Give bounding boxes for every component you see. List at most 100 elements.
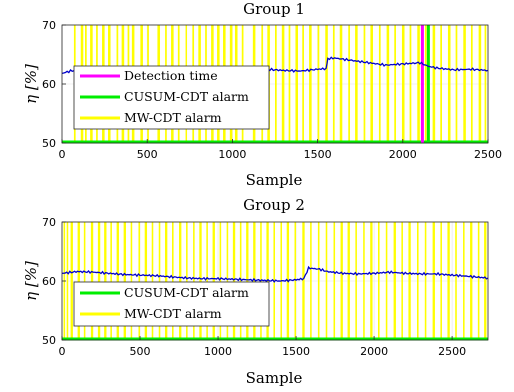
chart-group-2: Group 2 0 500 1000 1500 2000 2500 50 60 70 Samp… (22, 196, 489, 387)
chart-2-y-ticks: 50 60 70 (42, 216, 66, 347)
chart-2-mw-alarm-bars (63, 222, 487, 340)
chart-2-mw-alarm-bar (455, 222, 457, 340)
chart-1-mw-alarm-bar (288, 25, 291, 143)
chart-2-mw-alarm-bar (310, 222, 312, 340)
chart-1-mw-alarm-bar (275, 25, 277, 143)
chart-2-mw-alarm-bar (440, 222, 442, 340)
chart-1-mw-alarm-bar (295, 25, 299, 143)
chart-2-mw-alarm-bar (130, 222, 133, 340)
chart-1-x-tick-label: 1000 (218, 148, 246, 161)
chart-2-mw-alarm-bar (477, 222, 480, 340)
chart-2-mw-alarm-bar (363, 222, 365, 340)
chart-2-mw-alarm-bar (97, 222, 101, 340)
chart-1-mw-alarm-bar (440, 25, 442, 143)
chart-1-mw-alarm-bar (386, 25, 390, 143)
chart-2-legend: CUSUM-CDT alarm MW-CDT alarm (73, 281, 270, 327)
chart-2-x-tick-label: 1000 (204, 345, 232, 358)
chart-1-x-tick-label: 2000 (389, 148, 417, 161)
chart-2-mw-alarm-bar (179, 222, 182, 340)
chart-2-mw-alarm-bar (138, 222, 141, 340)
chart-1-y-tick-label: 60 (42, 78, 56, 91)
legend-2-label-cusum: CUSUM-CDT alarm (124, 285, 249, 300)
chart-2-x-tick-label: 2000 (360, 345, 388, 358)
chart-2-mw-alarm-bar (340, 222, 343, 340)
chart-2-mw-alarm-bar (172, 222, 174, 340)
chart-2-mw-alarm-bar (408, 222, 411, 340)
chart-2-x-axis-label: Sample (246, 369, 303, 387)
chart-1-mw-alarm-bar (409, 25, 412, 143)
chart-2-mw-alarm-bar (219, 222, 222, 340)
chart-2-y-tick-label: 50 (42, 334, 56, 347)
chart-1-y-axis-label: η [%] (22, 64, 40, 104)
chart-1-x-tick-label: 1500 (304, 148, 332, 161)
chart-1-mw-alarm-bar (463, 25, 466, 143)
chart-1-mw-alarm-bar (470, 25, 473, 143)
chart-1-mw-alarm-bar (363, 25, 366, 143)
chart-1-y-tick-label: 70 (42, 19, 56, 32)
chart-2-mw-alarm-bar (104, 222, 107, 340)
chart-2-mw-alarm-bar (246, 222, 249, 340)
chart-1-mw-alarm-bar (455, 25, 458, 143)
chart-2-mw-alarm-bar (226, 222, 229, 340)
chart-1-mw-alarm-bar (432, 25, 436, 143)
chart-2-mw-alarm-bar (164, 222, 168, 340)
chart-2-y-tick-label: 70 (42, 216, 56, 229)
chart-1-mw-alarm-bar (394, 25, 396, 143)
chart-2-x-tick-label: 2500 (438, 345, 466, 358)
chart-1-x-ticks: 0 500 1000 1500 2000 2500 (59, 139, 502, 161)
chart-2-mw-alarm-bar (193, 222, 195, 340)
chart-2-legend-box (73, 281, 270, 327)
chart-2-mw-alarm-bar (151, 222, 154, 340)
legend-1-label-mw: MW-CDT alarm (124, 110, 222, 125)
chart-2-mw-alarm-bar (484, 222, 487, 340)
chart-1-mw-alarm-bar (325, 25, 328, 143)
chart-1-x-axis-label: Sample (246, 171, 303, 189)
chart-1-x-tick-label: 0 (59, 148, 66, 161)
chart-2-mw-alarm-bar (463, 222, 465, 340)
legend-1-label-cusum: CUSUM-CDT alarm (124, 89, 249, 104)
chart-1-mw-alarm-bar (281, 25, 285, 143)
chart-1-mw-alarm-bar (447, 25, 451, 143)
chart-2-mw-alarm-bar (393, 222, 396, 340)
chart-2-mw-alarm-bar (186, 222, 188, 340)
chart-1-y-ticks: 50 60 70 (42, 19, 66, 150)
chart-1-mw-alarm-bar (370, 25, 373, 143)
chart-2-mw-alarm-bar (355, 222, 357, 340)
chart-2-mw-alarm-bar (317, 222, 320, 340)
chart-2-mw-alarm-bar (232, 222, 236, 340)
chart-1-legend: Detection time CUSUM-CDT alarm MW-CDT al… (73, 65, 270, 130)
chart-2-x-tick-label: 0 (59, 345, 66, 358)
chart-1-mw-alarm-bar (302, 25, 304, 143)
chart-2-mw-alarm-bar (90, 222, 94, 340)
legend-1-label-detection: Detection time (124, 68, 218, 83)
chart-2-mw-alarm-bar (83, 222, 86, 340)
chart-2-mw-alarm-bar (239, 222, 242, 340)
chart-2-mw-alarm-bar (66, 222, 69, 340)
chart-1-mw-alarm-bar (355, 25, 358, 143)
chart-2-mw-alarm-bar (417, 222, 419, 340)
chart-1-mw-alarm-bar (478, 25, 482, 143)
chart-2-mw-alarm-bar (158, 222, 161, 340)
chart-2-mw-alarm-bar (70, 222, 73, 340)
chart-2-mw-alarm-bar (116, 222, 119, 340)
chart-1-mw-alarm-bar (332, 25, 335, 143)
chart-1-x-tick-label: 2500 (474, 148, 502, 161)
chart-group-1: Group 1 0 500 1000 1500 2000 2500 50 60 70 Samp… (22, 0, 502, 189)
chart-2-mw-alarm-bar (424, 222, 427, 340)
chart-1-mw-alarm-bar (317, 25, 320, 143)
chart-1-mw-alarm-bar (484, 25, 487, 143)
chart-2-mw-alarm-bar (302, 222, 305, 340)
chart-2-efficiency-line (61, 265, 489, 283)
chart-2-mw-alarm-bar (347, 222, 350, 340)
chart-2-mw-alarm-bar (377, 222, 380, 340)
chart-2-mw-alarm-bar (144, 222, 148, 340)
chart-2-mw-alarm-bar (325, 222, 328, 340)
chart-1-mw-alarm-bar (378, 25, 381, 143)
chart-2-x-tick-label: 1500 (282, 345, 310, 358)
chart-2-mw-alarm-bar (432, 222, 435, 340)
chart-2-mw-alarm-bar (123, 222, 126, 340)
chart-1-mw-alarm-bar (348, 25, 350, 143)
chart-2-mw-alarm-bar (370, 222, 373, 340)
chart-2-mw-alarm-bar (470, 222, 473, 340)
chart-2-mw-alarm-bar (253, 222, 256, 340)
